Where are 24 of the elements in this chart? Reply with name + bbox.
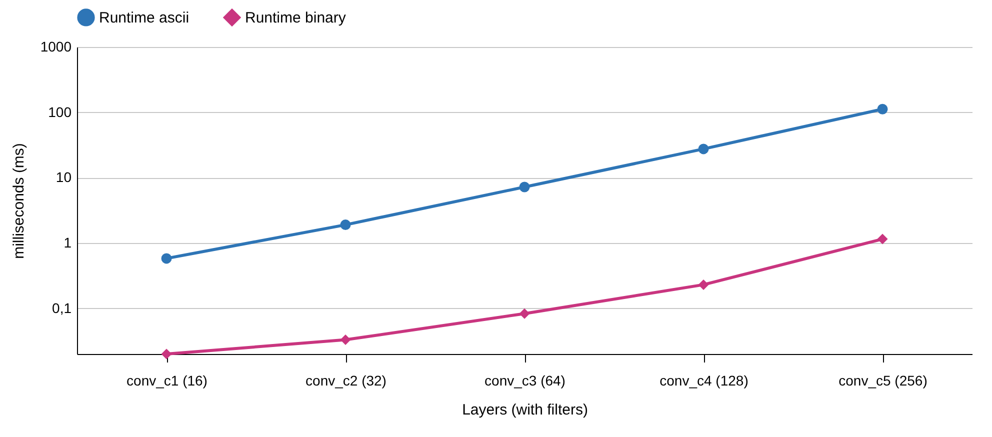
legend-label: Runtime ascii bbox=[99, 9, 190, 26]
point bbox=[877, 104, 888, 114]
y-tick-label: 10 bbox=[56, 169, 72, 186]
legend-label: Runtime binary bbox=[245, 9, 346, 26]
point bbox=[877, 234, 888, 244]
y-tick-label: 0,1 bbox=[52, 300, 72, 316]
point bbox=[340, 220, 351, 230]
point bbox=[340, 334, 351, 346]
point bbox=[698, 279, 709, 290]
point bbox=[519, 182, 530, 192]
y-axis-title: milliseconds (ms) bbox=[10, 143, 28, 259]
y-tick-label: 1 bbox=[64, 234, 72, 250]
point bbox=[161, 348, 172, 360]
y-tick-label: 1000 bbox=[40, 38, 72, 54]
x-axis-title: Layers (with filters) bbox=[462, 402, 588, 418]
x-tick-label: conv_c5 (256) bbox=[838, 372, 928, 388]
x-tick-label: conv_c1 (16) bbox=[126, 372, 208, 388]
point bbox=[161, 253, 172, 264]
point bbox=[698, 144, 709, 154]
x-tick-label: conv_c4 (128) bbox=[660, 372, 748, 388]
x-tick-label: conv_c2 (32) bbox=[306, 372, 386, 388]
x-tick-label: conv_c3 (64) bbox=[484, 372, 566, 388]
y-tick-label: 100 bbox=[48, 104, 72, 120]
point bbox=[519, 308, 530, 319]
